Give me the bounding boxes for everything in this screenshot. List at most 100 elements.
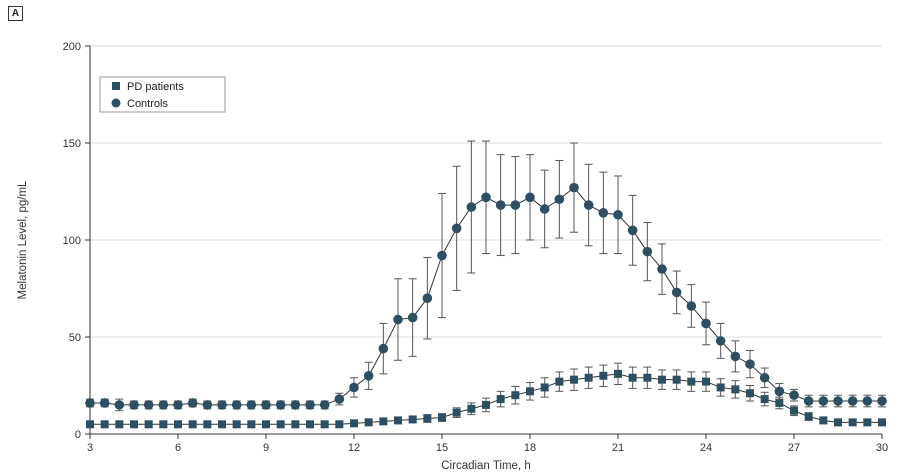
legend-circle-marker [111, 98, 121, 108]
point-pd-patients [570, 375, 578, 384]
point-controls [349, 382, 359, 393]
point-pd-patients [834, 418, 842, 427]
point-pd-patients [658, 375, 666, 384]
x-tick-label-24: 24 [700, 442, 712, 454]
point-pd-patients [702, 377, 710, 386]
point-pd-patients [614, 369, 622, 378]
point-pd-patients [423, 414, 432, 423]
point-pd-patients [350, 419, 358, 428]
point-pd-patients [188, 420, 197, 429]
series-controls [85, 140, 887, 412]
point-controls [657, 264, 667, 274]
plot-area [85, 140, 887, 429]
point-controls [554, 194, 565, 205]
point-controls [437, 250, 447, 261]
point-controls [173, 400, 183, 410]
point-controls [803, 396, 814, 406]
point-controls [363, 371, 374, 381]
point-pd-patients [86, 420, 94, 429]
point-controls [774, 386, 785, 397]
x-tick-label-15: 15 [436, 442, 448, 454]
point-pd-patients [291, 420, 300, 429]
point-controls [481, 192, 491, 203]
x-tick-label-21: 21 [612, 442, 624, 454]
point-controls [129, 400, 139, 410]
point-pd-patients [672, 375, 681, 384]
legend-label-controls: Controls [127, 98, 168, 110]
x-tick-label-18: 18 [524, 442, 536, 454]
point-pd-patients [130, 420, 138, 429]
point-pd-patients [643, 373, 652, 382]
point-controls [569, 182, 579, 193]
point-controls [290, 400, 301, 410]
point-controls [261, 400, 271, 410]
point-pd-patients [760, 395, 769, 404]
point-controls [818, 396, 829, 406]
point-pd-patients [394, 416, 402, 425]
point-controls [187, 398, 198, 408]
point-controls [305, 400, 315, 410]
y-tick-label-200: 200 [63, 41, 81, 53]
x-tick-label-9: 9 [263, 442, 269, 454]
point-pd-patients [731, 385, 740, 394]
point-pd-patients [819, 416, 828, 425]
legend-box [99, 76, 226, 113]
point-pd-patients [438, 413, 446, 422]
legend-square-marker [112, 82, 120, 90]
point-controls [833, 396, 843, 406]
x-tick-label-3: 3 [87, 442, 93, 454]
point-pd-patients [115, 420, 124, 429]
point-pd-patients [100, 420, 109, 429]
point-controls [451, 223, 462, 234]
point-controls [715, 336, 726, 346]
point-controls [686, 301, 697, 311]
point-controls [789, 390, 799, 401]
point-pd-patients [335, 420, 344, 429]
point-controls [246, 400, 257, 410]
series-pd-patients [86, 362, 886, 429]
point-pd-patients [364, 418, 373, 427]
point-pd-patients [599, 371, 608, 380]
point-pd-patients [144, 420, 153, 429]
y-axis-title: Melatonin Level, pg/mL [17, 180, 29, 300]
point-controls [642, 246, 653, 257]
point-pd-patients [804, 412, 813, 421]
point-controls [275, 400, 286, 410]
point-controls [422, 293, 433, 304]
point-controls [85, 398, 95, 408]
point-controls [202, 400, 213, 410]
point-pd-patients [496, 395, 505, 404]
point-pd-patients [584, 373, 593, 382]
point-controls [99, 398, 110, 408]
point-controls [217, 400, 227, 410]
point-controls [378, 343, 389, 354]
point-pd-patients [203, 420, 212, 429]
point-controls [730, 351, 741, 362]
point-controls [701, 318, 711, 329]
point-pd-patients [247, 420, 256, 429]
point-controls [862, 396, 873, 406]
point-controls [319, 400, 330, 410]
point-pd-patients [452, 408, 461, 417]
point-controls [627, 225, 638, 236]
point-controls [114, 400, 125, 410]
y-tick-label-100: 100 [63, 235, 81, 247]
point-controls [525, 192, 535, 203]
point-pd-patients [320, 420, 329, 429]
point-pd-patients [482, 400, 490, 409]
point-pd-patients [174, 420, 182, 429]
point-pd-patients [775, 398, 784, 407]
point-pd-patients [790, 406, 798, 415]
panel-label: A [8, 6, 23, 21]
point-pd-patients [306, 420, 314, 429]
point-controls [334, 394, 345, 404]
x-axis-title: Circadian Time, h [441, 460, 530, 472]
point-pd-patients [878, 418, 886, 427]
point-pd-patients [262, 420, 270, 429]
legend: PD patients Controls [99, 76, 226, 113]
x-tick-label-6: 6 [175, 442, 181, 454]
point-controls [231, 400, 242, 410]
point-controls [495, 200, 506, 210]
point-controls [847, 396, 858, 406]
point-controls [583, 200, 594, 210]
